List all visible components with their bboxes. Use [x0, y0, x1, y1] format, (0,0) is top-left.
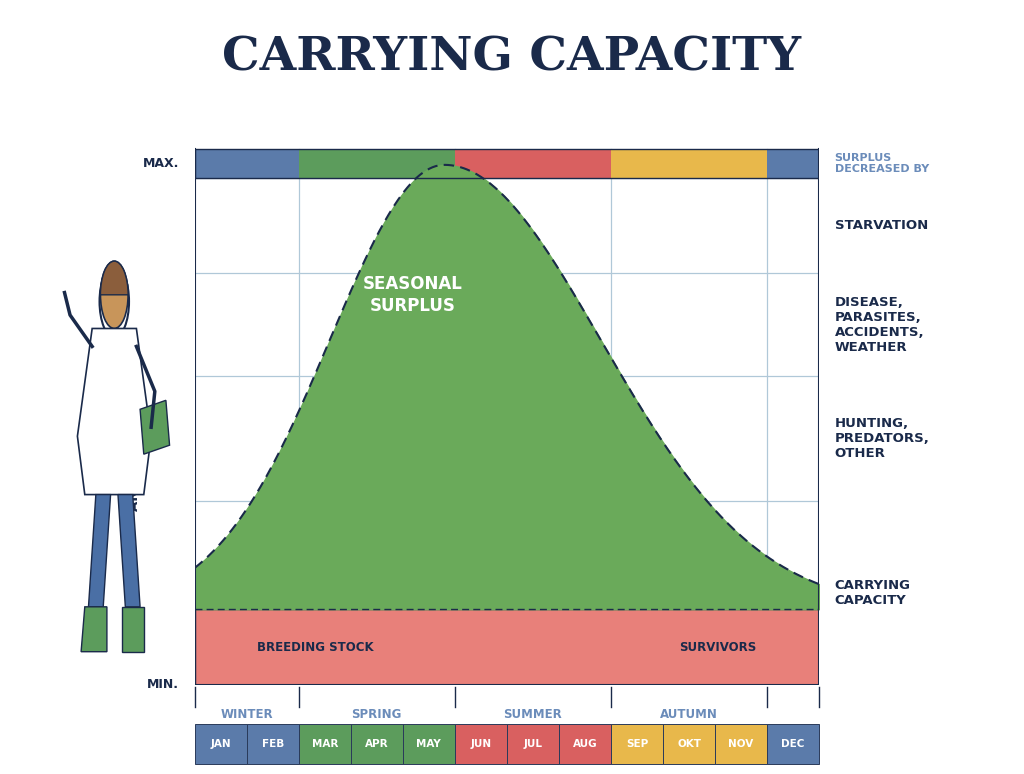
Text: MAX.: MAX.: [142, 157, 179, 170]
Text: WINTER: WINTER: [220, 708, 273, 721]
Bar: [195, 149, 819, 179]
Polygon shape: [140, 400, 170, 454]
Text: JUN: JUN: [470, 739, 492, 748]
Text: SURVIVORS: SURVIVORS: [680, 641, 757, 653]
Text: STARVATION: STARVATION: [835, 219, 928, 232]
Text: FEB: FEB: [261, 739, 284, 748]
Text: CARRYING CAPACITY: CARRYING CAPACITY: [222, 35, 802, 80]
Text: BREEDING STOCK: BREEDING STOCK: [257, 641, 374, 653]
Text: SEASONAL
SURPLUS: SEASONAL SURPLUS: [364, 275, 463, 315]
Text: JAN: JAN: [210, 739, 230, 748]
Polygon shape: [88, 495, 111, 607]
Bar: [611, 149, 767, 179]
Polygon shape: [118, 495, 140, 607]
Text: SUMMER: SUMMER: [504, 708, 562, 721]
Text: MAY: MAY: [417, 739, 441, 748]
Text: MIN.: MIN.: [147, 679, 179, 691]
Text: AUTUMN: AUTUMN: [660, 708, 718, 721]
Bar: [455, 149, 611, 179]
Text: AUG: AUG: [572, 739, 597, 748]
Text: OKT: OKT: [677, 739, 701, 748]
Wedge shape: [100, 261, 128, 295]
Text: ANIMAL POPULATION: ANIMAL POPULATION: [128, 352, 141, 511]
Bar: [195, 149, 299, 179]
Text: JUL: JUL: [523, 739, 543, 748]
Text: DEC: DEC: [781, 739, 805, 748]
Polygon shape: [78, 328, 152, 495]
Text: APR: APR: [365, 739, 388, 748]
Text: HUNTING,
PREDATORS,
OTHER: HUNTING, PREDATORS, OTHER: [835, 417, 930, 460]
Text: DISEASE,
PARASITES,
ACCIDENTS,
WEATHER: DISEASE, PARASITES, ACCIDENTS, WEATHER: [835, 296, 925, 354]
Text: SEP: SEP: [626, 739, 648, 748]
Polygon shape: [81, 607, 106, 652]
Bar: [299, 149, 455, 179]
Bar: [767, 149, 819, 179]
Bar: [195, 609, 819, 685]
Text: SURPLUS
DECREASED BY: SURPLUS DECREASED BY: [835, 152, 929, 174]
Text: SPRING: SPRING: [351, 708, 402, 721]
Text: CARRYING
CAPACITY: CARRYING CAPACITY: [835, 579, 910, 607]
Polygon shape: [122, 607, 143, 652]
Text: NOV: NOV: [728, 739, 754, 748]
Circle shape: [100, 261, 128, 328]
Text: MAR: MAR: [311, 739, 338, 748]
